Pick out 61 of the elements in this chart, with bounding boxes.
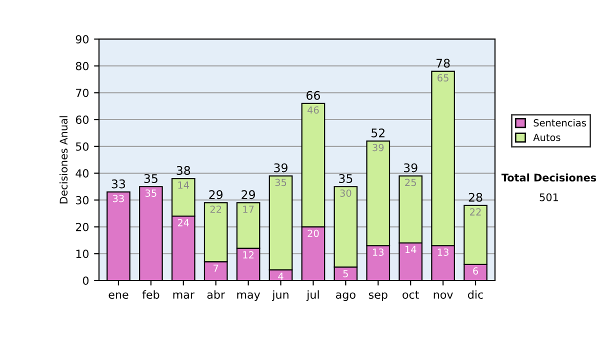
x-tick-label: abr <box>207 290 226 299</box>
total-label: 52 <box>372 128 384 138</box>
data-label: 13 <box>373 248 384 256</box>
y-tick-label: 50 <box>76 142 89 151</box>
data-label: 7 <box>214 264 218 272</box>
x-tick-label: may <box>237 292 260 301</box>
y-tick-label: 20 <box>76 222 89 232</box>
text: 501 <box>540 193 558 202</box>
x-tick-label: dic <box>468 290 483 299</box>
data-label: 14 <box>178 182 190 189</box>
data-label: 4 <box>278 272 284 280</box>
data-label: 35 <box>145 189 156 197</box>
y-tick-label: 40 <box>76 169 89 178</box>
data-label: 39 <box>372 144 384 152</box>
data-label: 65 <box>438 74 448 82</box>
data-label: 46 <box>308 106 319 114</box>
y-axis-title: Decisiones Anual <box>60 116 68 204</box>
data-label: 35 <box>275 178 286 186</box>
y-tick-label: 10 <box>76 250 89 258</box>
x-tick-label: jul <box>306 290 319 301</box>
x-tick-label: jun <box>272 290 288 301</box>
total-label: 33 <box>112 179 126 188</box>
x-tick-label: mar <box>173 292 194 299</box>
data-label: 17 <box>243 206 254 213</box>
data-label: 12 <box>243 251 254 258</box>
y-tick-label: 60 <box>76 116 89 124</box>
x-tick-label: nov <box>434 292 453 299</box>
data-label: 25 <box>405 178 416 186</box>
y-tick-label: 70 <box>76 88 89 98</box>
data-label: 13 <box>438 248 448 256</box>
total-label: 38 <box>176 166 190 175</box>
total-label: 35 <box>339 174 352 183</box>
x-tick-label: oct <box>402 290 419 299</box>
x-tick-label: ago <box>336 292 356 301</box>
x-tick-label: feb <box>142 290 160 299</box>
x-tick-label: sep <box>368 292 388 301</box>
data-label: 6 <box>473 267 478 275</box>
y-tick-label: 30 <box>76 196 89 204</box>
total-label: 39 <box>404 163 418 172</box>
total-label: 39 <box>274 163 288 172</box>
legend-label: Sentencias <box>534 118 586 127</box>
text: Total Decisiones <box>501 173 596 182</box>
data-label: 24 <box>178 218 190 226</box>
data-label: 20 <box>308 230 319 238</box>
data-label: 30 <box>340 189 352 197</box>
data-label: 33 <box>113 194 124 202</box>
data-label: 14 <box>405 246 416 254</box>
total-label: 35 <box>144 174 158 183</box>
data-label: 22 <box>470 208 481 216</box>
y-tick-label: 90 <box>76 35 89 44</box>
x-tick-label: ene <box>108 292 128 299</box>
total-label: 78 <box>436 58 450 68</box>
data-label: 22 <box>210 206 222 213</box>
total-label: 29 <box>209 190 223 200</box>
y-tick-label: 0 <box>82 276 89 285</box>
data-label: 5 <box>343 270 348 278</box>
total-label: 29 <box>242 190 255 200</box>
legend-label: Autos <box>533 134 560 142</box>
y-tick-label: 80 <box>76 62 89 70</box>
total-label: 28 <box>468 192 482 202</box>
total-label: 66 <box>306 90 320 100</box>
